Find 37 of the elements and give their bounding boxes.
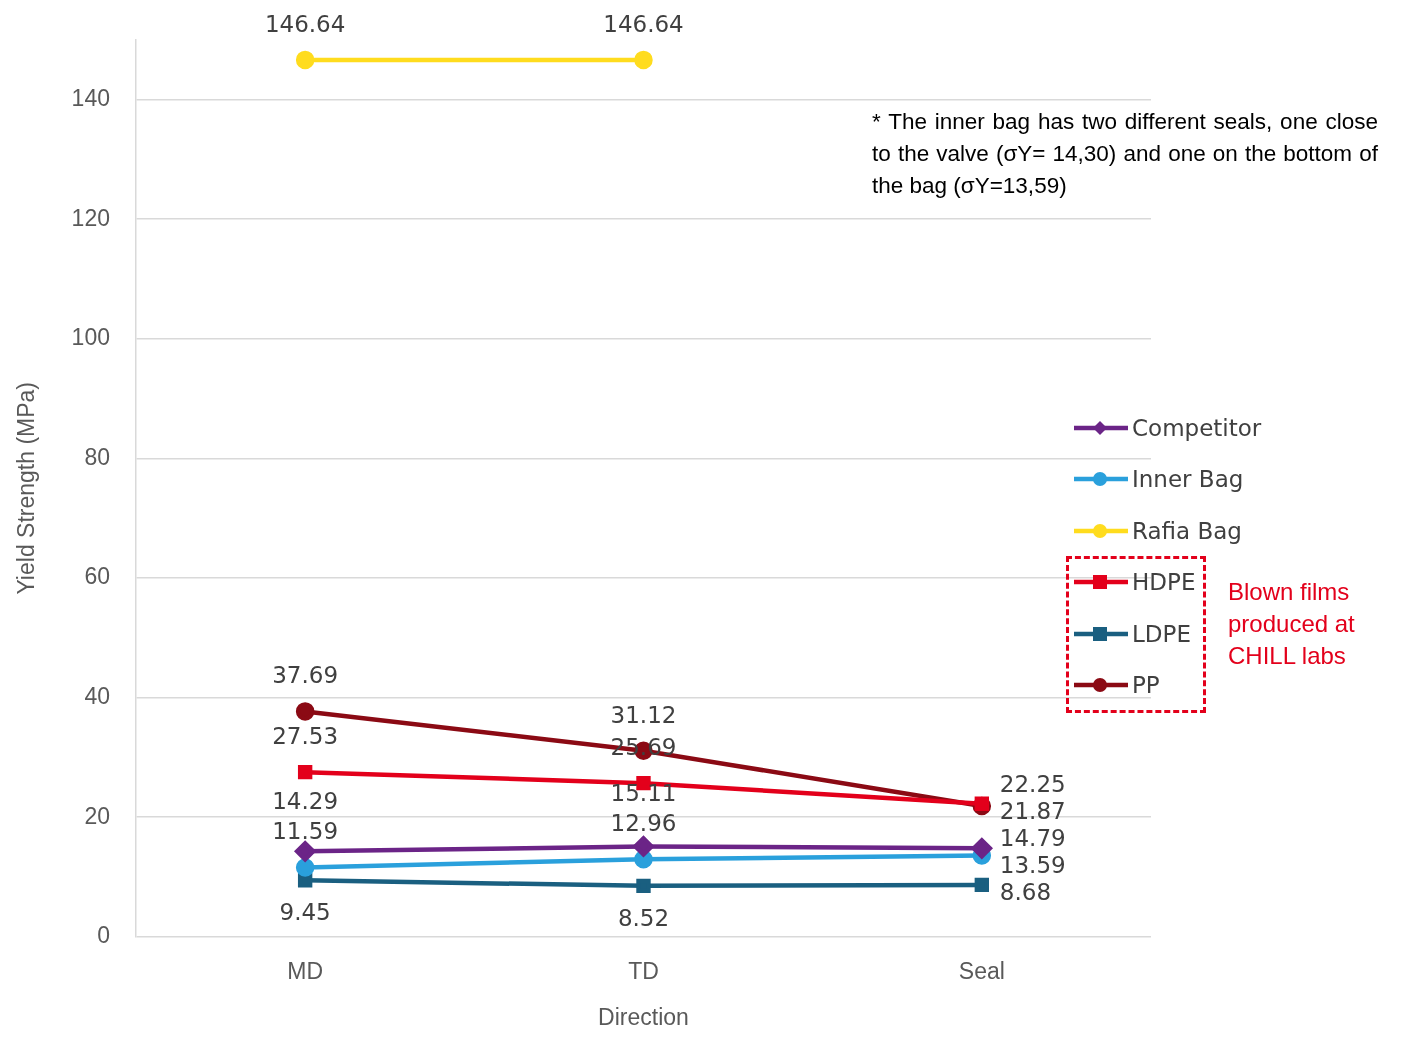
y-tick-label: 140 — [71, 84, 110, 111]
data-label: 8.52 — [617, 904, 670, 931]
data-label: 9.45 — [279, 899, 331, 926]
data-label: 11.59 — [272, 818, 339, 845]
text: Blown films produced at CHILL labs — [1228, 577, 1356, 671]
legend-label: LDPE — [1132, 620, 1191, 647]
legend-label: Competitor — [1132, 414, 1262, 441]
y-tick-label: 40 — [84, 682, 110, 709]
data-label: 12.96 — [610, 810, 677, 837]
legend-label: Inner Bag — [1132, 466, 1244, 493]
annotation: * The inner bag has two different seals, one close to the valve (σY= 14,30) and one on the bottom of the bag (σY=13,59) — [872, 108, 1378, 200]
data-label: 15.11 — [610, 780, 677, 807]
data-label: 31.12 — [610, 701, 677, 728]
data-label: 14.79 — [999, 824, 1066, 851]
x-axis-title: Direction — [598, 1003, 689, 1030]
y-tick-label: 80 — [84, 443, 110, 470]
data-label: 13.59 — [999, 851, 1066, 878]
x-tick-label: Seal — [958, 957, 1005, 984]
data-label: 146.64 — [603, 10, 684, 37]
data-label: 146.64 — [264, 10, 346, 37]
x-tick-label: MD — [287, 957, 324, 984]
legend-label: HDPE — [1132, 569, 1196, 596]
y-tick-label: 100 — [71, 324, 110, 351]
data-label: 37.69 — [272, 662, 339, 689]
data-label: 8.68 — [999, 878, 1052, 905]
data-label: 27.53 — [272, 723, 339, 750]
data-label: 22.25 — [999, 770, 1066, 797]
legend-label: PP — [1132, 672, 1160, 699]
data-label: 21.87 — [999, 797, 1066, 824]
y-axis-title: Yield Strength (MPa) — [13, 381, 40, 595]
y-tick-label: 120 — [71, 204, 110, 231]
x-tick-label: TD — [628, 957, 659, 984]
y-tick-label: 60 — [84, 563, 110, 590]
y-tick-label: 0 — [97, 922, 110, 949]
legend-label: Rafia Bag — [1132, 517, 1242, 544]
y-tick-label: 20 — [84, 802, 110, 829]
data-label: 14.29 — [272, 788, 339, 815]
